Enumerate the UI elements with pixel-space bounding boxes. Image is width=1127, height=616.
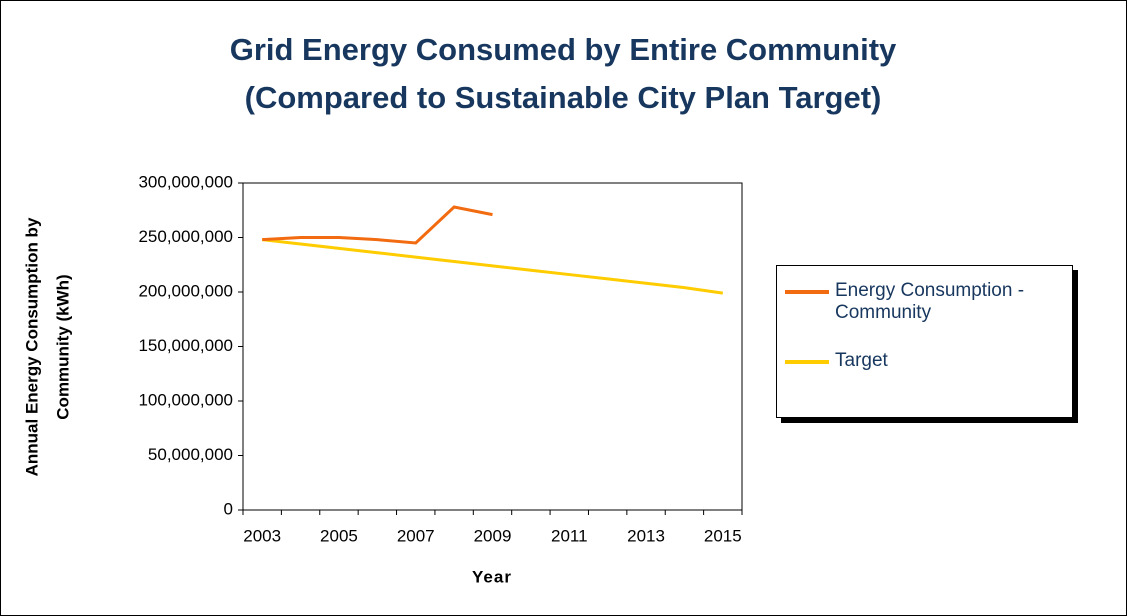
x-tick-label: 2015 <box>704 526 742 545</box>
y-tick-label: 200,000,000 <box>138 281 233 300</box>
x-tick-label: 2005 <box>320 526 358 545</box>
x-tick-label: 2011 <box>551 526 588 545</box>
x-tick-label: 2007 <box>397 526 435 545</box>
series-line <box>262 205 493 245</box>
legend-item: Target <box>777 350 1055 372</box>
y-tick-label: 50,000,000 <box>148 445 233 464</box>
y-tick-label: 100,000,000 <box>138 390 233 409</box>
series-line <box>262 238 724 295</box>
x-axis-label: Year <box>472 567 512 586</box>
chart-title: Grid Energy Consumed by Entire Community <box>230 32 897 67</box>
chart-title: (Compared to Sustainable City Plan Targe… <box>245 80 882 115</box>
y-axis-label: Annual Energy Consumption by <box>22 217 41 476</box>
legend-item: Energy Consumption - Community <box>777 280 1055 324</box>
x-tick-label: 2013 <box>627 526 665 545</box>
legend-label: Target <box>835 350 888 371</box>
y-tick-label: 150,000,000 <box>138 336 233 355</box>
x-tick-label: 2003 <box>243 526 281 545</box>
x-tick-label: 2009 <box>474 526 512 545</box>
y-tick-label: 250,000,000 <box>138 227 233 246</box>
legend-swatch <box>785 290 829 294</box>
y-axis-label: Community (kWh) <box>53 274 72 419</box>
legend: Energy Consumption - Community Target <box>776 265 1073 418</box>
legend-label: Energy Consumption - Community <box>835 280 1025 323</box>
y-tick-label: 300,000,000 <box>138 172 233 191</box>
legend-swatch <box>785 360 829 364</box>
y-tick-label: 0 <box>224 499 233 518</box>
